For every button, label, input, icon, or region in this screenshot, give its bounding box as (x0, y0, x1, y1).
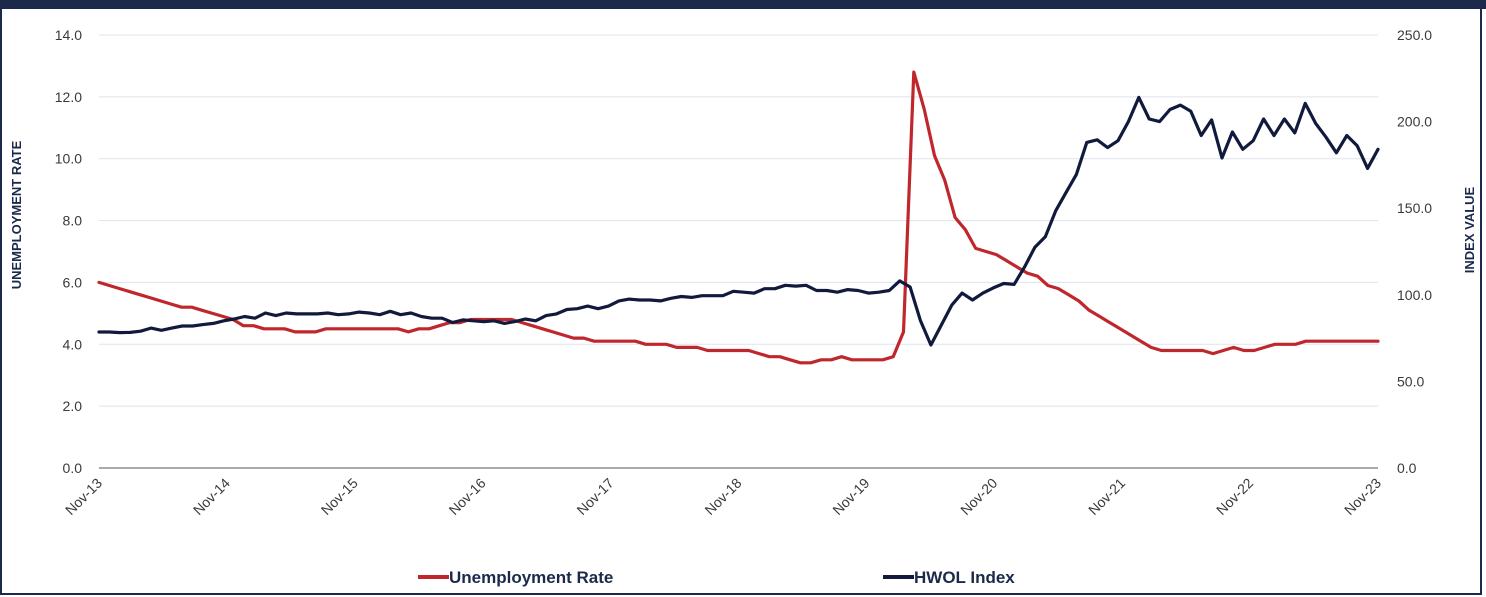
left-tick-label: 12.0 (55, 89, 82, 105)
right-tick-label: 100.0 (1397, 287, 1432, 303)
top-border-bar (0, 0, 1486, 9)
legend-label-hwol: HWOL Index (914, 568, 1015, 587)
x-tick-label: Nov-22 (1213, 475, 1256, 518)
x-tick-label: Nov-21 (1085, 475, 1128, 518)
gridlines (99, 34, 1378, 407)
series-line-hwol-index (97, 95, 1380, 347)
x-tick-label: Nov-17 (573, 475, 616, 518)
left-tick-label: 2.0 (63, 398, 83, 414)
x-tick-label: Nov-20 (957, 475, 1000, 518)
x-tick-label: Nov-13 (62, 475, 105, 518)
x-tick-label: Nov-19 (829, 475, 872, 518)
x-tick-label: Nov-23 (1341, 475, 1384, 518)
left-tick-label: 4.0 (63, 336, 83, 352)
right-tick-label: 200.0 (1397, 114, 1432, 130)
left-tick-label: 14.0 (55, 27, 82, 43)
left-axis-ticks: 0.0 2.0 4.0 6.0 8.0 10.0 12.0 14.0 (55, 27, 82, 476)
left-tick-label: 0.0 (63, 460, 83, 476)
x-tick-label: Nov-16 (446, 475, 489, 518)
right-tick-label: 250.0 (1397, 27, 1432, 43)
left-axis-title: UNEMPLOYMENT RATE (9, 140, 24, 289)
x-tick-label: Nov-14 (190, 475, 233, 518)
left-tick-label: 8.0 (63, 213, 83, 229)
series-layer (97, 70, 1380, 365)
right-axis-ticks: 0.0 50.0 100.0 150.0 200.0 250.0 (1397, 27, 1432, 476)
left-tick-label: 6.0 (63, 274, 83, 290)
legend-label-unemployment: Unemployment Rate (449, 568, 613, 587)
x-tick-label: Nov-15 (318, 475, 361, 518)
right-tick-label: 0.0 (1397, 460, 1417, 476)
right-tick-label: 150.0 (1397, 200, 1432, 216)
series-line-unemployment-rate (97, 70, 1380, 365)
legend: Unemployment Rate HWOL Index (418, 568, 1015, 587)
left-tick-label: 10.0 (55, 151, 82, 167)
right-axis-title: INDEX VALUE (1462, 186, 1477, 273)
x-tick-label: Nov-18 (701, 475, 744, 518)
x-axis-ticks: Nov-13 Nov-14 Nov-15 Nov-16 Nov-17 Nov-18 Nov-… (62, 475, 1384, 518)
right-tick-label: 50.0 (1397, 373, 1424, 389)
